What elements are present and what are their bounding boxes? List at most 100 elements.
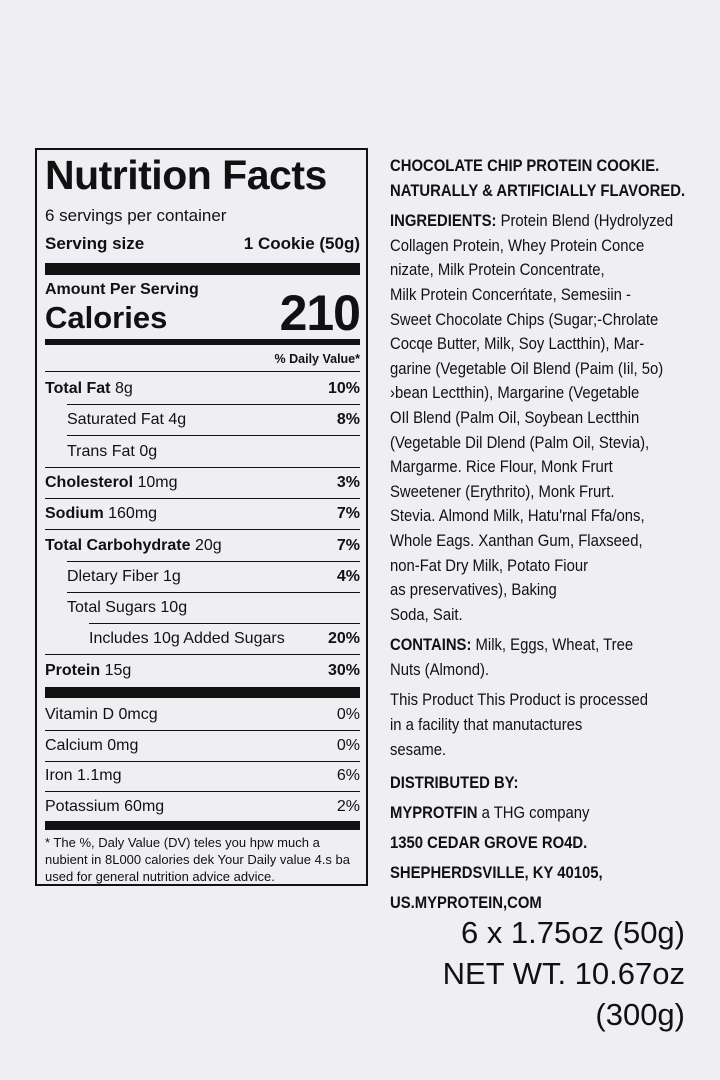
footnote-line: used for general nutrition advice advice… [45, 869, 275, 884]
nutrient-pct: 7% [336, 536, 360, 554]
medium-divider [45, 339, 360, 345]
nutrition-facts-panel: Nutrition Facts 6 servings per container… [35, 148, 368, 886]
nutrient-amount: 10g [160, 599, 188, 617]
contains-label: CONTAINS: [390, 636, 472, 655]
nutrient-name: Total Sugars [67, 599, 156, 617]
nutrient-name: Cholesterol [45, 473, 134, 491]
distributed-by-label: DISTRIBUTED BY: [390, 774, 519, 793]
thick-divider [45, 821, 360, 830]
divider [45, 791, 360, 793]
company-name: MYPROTFIN [390, 804, 478, 823]
product-title-line: NATURALLY & ARTIFICIALLY FLAVORED. [390, 181, 686, 200]
nutrient-pct: 7% [336, 505, 360, 523]
contains-line: Nuts (Almond). [390, 660, 490, 679]
ingredients-text: Protein Blend (Hydrolyzed [496, 212, 674, 231]
ingredients-line: Margarme. Rice Flour, Monk Frurt [390, 458, 613, 477]
divider [45, 529, 360, 531]
nutrient-row: Dletary Fiber 1g 4% [45, 562, 360, 592]
serving-size-row: Serving size 1 Cookie (50g) [45, 229, 360, 259]
net-weight-line: 6 x 1.75oz (50g) [460, 915, 685, 950]
vitamin-pct: 0% [336, 706, 360, 723]
amount-per-serving: Amount Per Serving [45, 281, 199, 298]
nutrient-name: Dletary Fiber [67, 567, 159, 585]
facility-statement-line: sesame. [390, 740, 447, 759]
nutrient-amount: 20g [194, 536, 222, 554]
footnote-line: nubient in 8L000 calories dek Your Daily… [45, 852, 350, 867]
contains-text: Milk, Eggs, Wheat, Tree [471, 636, 634, 655]
ingredients-line: nizate, Milk Protein Concentrate, [390, 261, 605, 280]
nutrient-name: Total Carbohydrate [45, 536, 191, 554]
nutrient-pct: 8% [336, 411, 360, 429]
company-suffix: a THG company [477, 804, 590, 823]
nutrient-pct: 4% [336, 567, 360, 585]
ingredients-line: Sweetener (Erythrito), Monk Frurt. [390, 482, 615, 501]
divider [45, 497, 360, 499]
nutrient-amount: 0g [139, 442, 158, 460]
product-info: CHOCOLATE CHIP PROTEIN COOKIE. NATURALLY … [390, 154, 686, 918]
vitamin-row: Potassium 60mg 2% [45, 792, 360, 822]
address-line: 1350 CEDAR GROVE RO4D. [390, 834, 588, 853]
nutrient-name: Includes 10g Added Sugars [89, 630, 285, 648]
nutrient-pct: 30% [327, 661, 360, 679]
nutrient-name: Total Fat [45, 380, 111, 397]
nutrient-amount: 1g [163, 567, 181, 585]
ingredients-line: Sweet Chocolate Chips (Sugar;-Chrolate [390, 310, 659, 329]
servings-per-container: 6 servings per container [45, 206, 227, 225]
nutrient-name: Saturated Fat [67, 411, 164, 429]
nutrient-row: Total Carbohydrate 20g 7% [45, 531, 360, 561]
divider [67, 560, 360, 562]
nutrient-name: Protein [45, 661, 101, 679]
ingredients-line: Stevia. Almond Milk, Hatu'rnal Ffa/ons, [390, 507, 645, 526]
footnote-line: * The %, Daly Value (DV) teles you hpw m… [45, 835, 320, 850]
nutrient-name: Trans Fat [67, 442, 135, 460]
ingredients-line: Milk Protein Concerńtate, Semesiin - [390, 285, 632, 304]
ingredients-line: Cocqe Butter, Milk, Soy Lactthin), Mar- [390, 335, 645, 354]
vitamin-name: Vitamin D 0mcg [45, 706, 158, 723]
nutrient-row: Total Fat 8g 10% [45, 374, 360, 404]
calories-label: Calories [45, 300, 168, 335]
ingredients-line: Whole Eags. Xanthan Gum, Flaxseed, [390, 531, 643, 550]
nutrient-amount: 8g [114, 380, 133, 397]
vitamin-pct: 0% [336, 736, 360, 754]
serving-size-label: Serving size [45, 234, 145, 253]
ingredients-line: non-Fat Dry Milk, Potato Fiour [390, 556, 589, 575]
nutrient-row: Saturated Fat 4g 8% [45, 405, 360, 435]
vitamin-pct: 2% [336, 798, 360, 816]
divider [89, 623, 360, 625]
nutrient-pct: 20% [327, 630, 360, 648]
nutrition-facts-title: Nutrition Facts [45, 152, 327, 198]
daily-value-header: % Daily Value* [274, 352, 360, 366]
product-title-line: CHOCOLATE CHIP PROTEIN COOKIE. [390, 157, 660, 175]
serving-size-value: 1 Cookie (50g) [243, 234, 360, 253]
thick-divider [45, 687, 360, 698]
ingredients-line: garine (Vegetable Oil Blend (Paim (Iil, … [390, 359, 664, 378]
divider [45, 654, 360, 656]
vitamin-pct: 6% [336, 767, 360, 785]
address-line: SHEPHERDSVILLE, KY 40105, [390, 864, 603, 883]
vitamin-name: Potassium 60mg [45, 798, 165, 816]
ingredients-line: ›bean Lectthin), Margarine (Vegetable [390, 384, 640, 403]
ingredients-line: Collagen Protein, Whey Protein Conce [390, 236, 645, 255]
nutrient-amount: 15g [104, 661, 132, 679]
vitamin-row: Iron 1.1mg 6% [45, 761, 360, 791]
address-line: US.MYPROTEIN,COM [390, 894, 542, 913]
company-line: MYPROTFIN a THG company [390, 798, 678, 828]
footnote: * The %, Daly Value (DV) teles you hpw m… [45, 834, 350, 885]
ingredients-line: as preservatives), Baking [390, 581, 557, 600]
nutrient-row: Cholesterol 10mg 3% [45, 468, 360, 498]
nutrient-amount: 160mg [108, 505, 158, 523]
net-weight-line: NET WT. 10.67oz [442, 956, 685, 991]
net-weight: 6 x 1.75oz (50g) NET WT. 10.67oz (300g) [443, 912, 685, 1035]
contains-line: CONTAINS: Milk, Eggs, Wheat, Tree [390, 633, 678, 658]
net-weight-line: (300g) [595, 997, 685, 1032]
divider [67, 404, 360, 405]
nutrient-name: Sodium [45, 505, 104, 523]
vitamin-name: Calcium 0mg [45, 736, 139, 754]
nutrient-pct: 3% [336, 473, 360, 491]
vitamin-row: Vitamin D 0mcg 0% [45, 700, 360, 730]
divider [45, 466, 360, 468]
vitamin-name: Iron 1.1mg [45, 767, 122, 785]
ingredients-line: INGREDIENTS: Protein Blend (Hydrolyzed [390, 209, 678, 234]
nutrient-pct: 10% [327, 380, 360, 397]
ingredients-line: (Vegetable Dil Dlend (Palm Oil, Stevia), [390, 433, 650, 452]
